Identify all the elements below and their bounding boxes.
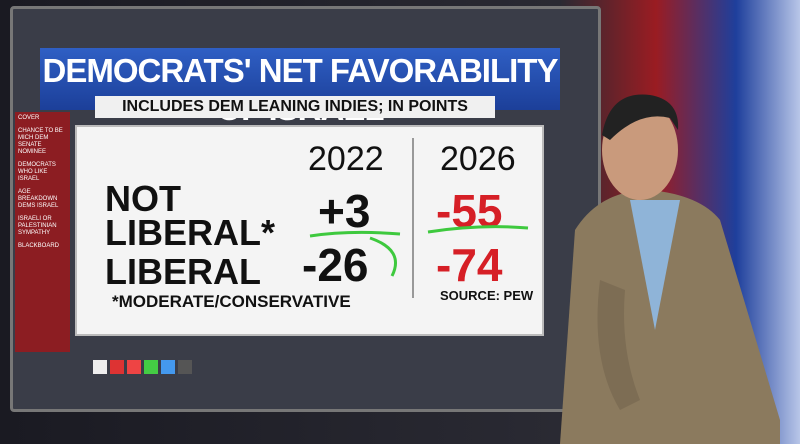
menu-item[interactable]: COVER	[18, 115, 40, 121]
subtitle: INCLUDES DEM LEANING INDIES; IN POINTS	[95, 96, 495, 118]
column-divider	[412, 138, 414, 298]
column-header: 2026	[440, 140, 516, 178]
source: SOURCE: PEW	[440, 288, 534, 303]
value: -74	[436, 239, 503, 291]
presenter	[560, 94, 780, 444]
marker-stroke	[427, 225, 529, 234]
toolbar	[93, 360, 213, 376]
value: -26	[302, 239, 369, 291]
row-label: LIBERAL	[105, 251, 261, 292]
menu-item[interactable]: BLACKBOARD	[18, 243, 60, 249]
marker-stroke	[309, 230, 401, 277]
column-header: 2022	[308, 140, 384, 178]
side-menu: COVER CHANCE TO BE MICH DEM SENATE NOMINE…	[15, 112, 70, 352]
value: +3	[318, 185, 371, 237]
menu-item[interactable]: CHANCE TO BE MICH DEM SENATE NOMINEE	[18, 128, 63, 155]
footnote: *MODERATE/CONSERVATIVE	[112, 292, 351, 311]
menu-item[interactable]: DEMOCRATS WHO LIKE ISRAEL	[18, 162, 56, 182]
menu-item[interactable]: ISRAELI OR PALESTINIAN SYMPATHY	[18, 216, 57, 236]
row-label: NOT LIBERAL*	[105, 178, 275, 253]
board	[75, 125, 544, 336]
menu-item[interactable]: AGE BREAKDOWN DEMS ISRAEL	[18, 189, 59, 209]
